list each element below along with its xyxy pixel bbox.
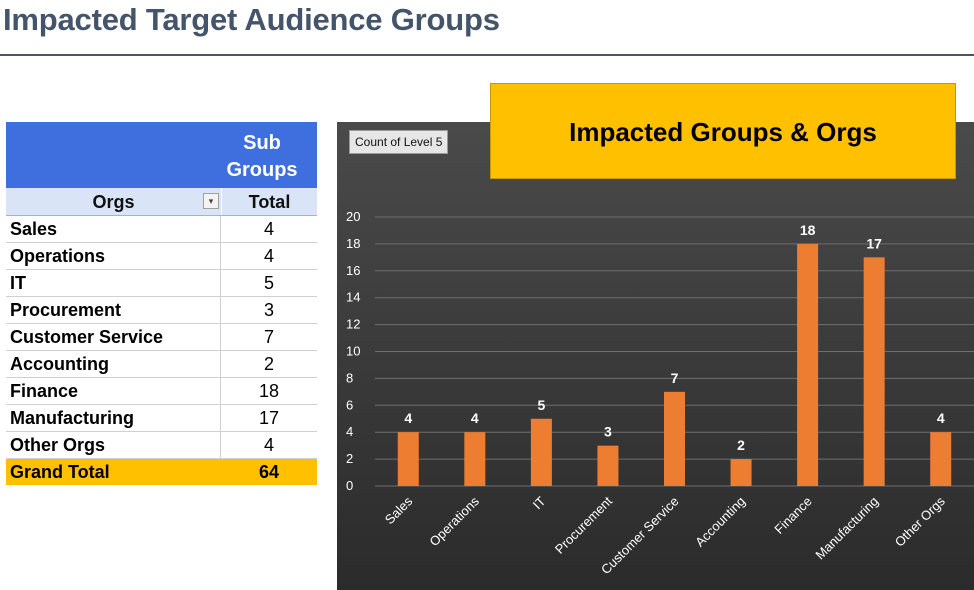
bar: [397, 432, 419, 486]
table-row[interactable]: Finance 18: [6, 378, 317, 405]
y-tick-label: 8: [346, 370, 353, 385]
table-row[interactable]: Accounting 2: [6, 351, 317, 378]
table-row[interactable]: Sales 4: [6, 216, 317, 243]
column-header-total: Total: [248, 192, 291, 212]
x-tick-label: Sales: [382, 493, 416, 527]
table-row[interactable]: Other Orgs 4: [6, 432, 317, 459]
y-tick-label: 12: [346, 317, 360, 332]
bar: [730, 459, 752, 486]
grand-total-value: 64: [258, 462, 280, 482]
table-row[interactable]: Customer Service 7: [6, 324, 317, 351]
chart-title: Impacted Groups & Orgs: [569, 117, 877, 147]
row-org-label: Sales: [6, 216, 221, 242]
x-tick-label: Manufacturing: [812, 494, 881, 563]
table-row[interactable]: Operations 4: [6, 243, 317, 270]
data-label: 4: [937, 410, 945, 426]
chart-field-button[interactable]: Count of Level 5: [349, 130, 449, 154]
row-org-label: Manufacturing: [6, 405, 221, 431]
data-label: 18: [800, 222, 816, 238]
pivot-column-headers: Orgs ▾ Total: [6, 188, 317, 216]
column-header-orgs: Orgs ▾: [6, 188, 222, 215]
data-label: 2: [737, 437, 745, 453]
bar: [530, 418, 552, 486]
y-tick-label: 16: [346, 263, 360, 278]
pivot-rows: Sales 4 Operations 4 IT 5 Procurement 3 Customer…: [6, 216, 317, 459]
data-label: 17: [866, 235, 882, 251]
bar: [597, 445, 619, 486]
y-tick-label: 20: [346, 209, 360, 224]
chart-title-box[interactable]: Impacted Groups & Orgs: [490, 83, 956, 179]
row-org-label: Customer Service: [6, 324, 221, 350]
pivot-table[interactable]: Sub Groups Orgs ▾ Total Sales 4 Operations…: [6, 122, 317, 485]
bar: [464, 432, 486, 486]
y-tick-label: 2: [346, 451, 353, 466]
row-total-value: 4: [263, 219, 274, 239]
grand-total-row[interactable]: Grand Total 64: [6, 459, 317, 485]
row-org-label: Other Orgs: [6, 432, 221, 458]
page-title: Impacted Target Audience Groups: [3, 2, 500, 37]
row-org-label: Procurement: [6, 297, 221, 323]
row-total-value: 7: [263, 327, 274, 347]
data-label: 3: [604, 424, 612, 440]
data-label: 4: [404, 410, 412, 426]
y-tick-label: 0: [346, 478, 353, 493]
row-total-value: 3: [263, 300, 274, 320]
y-tick-label: 14: [346, 290, 360, 305]
bar: [930, 432, 952, 486]
x-tick-label: Finance: [771, 494, 814, 537]
data-label: 4: [471, 410, 479, 426]
row-total-value: 18: [258, 381, 280, 401]
x-tick-label: Other Orgs: [892, 493, 948, 549]
row-total-value: 4: [263, 246, 274, 266]
row-org-label: Operations: [6, 243, 221, 269]
pivot-header-label: Sub Groups: [226, 132, 298, 181]
y-tick-label: 10: [346, 344, 360, 359]
y-tick-label: 18: [346, 236, 360, 251]
row-org-label: Finance: [6, 378, 221, 404]
data-label: 5: [537, 397, 545, 413]
title-divider: [0, 54, 974, 56]
x-tick-label: Procurement: [552, 493, 616, 557]
x-tick-label: Operations: [426, 493, 482, 549]
y-tick-label: 4: [346, 424, 353, 439]
filter-dropdown-icon[interactable]: ▾: [203, 193, 219, 209]
row-total-value: 4: [263, 435, 274, 455]
y-tick-label: 6: [346, 397, 353, 412]
row-total-value: 5: [263, 273, 274, 293]
pivot-header: Sub Groups: [6, 122, 317, 188]
row-total-value: 2: [263, 354, 274, 374]
column-header-orgs-label: Orgs: [92, 192, 135, 212]
x-tick-label: IT: [530, 493, 549, 512]
table-row[interactable]: IT 5: [6, 270, 317, 297]
bar: [863, 257, 885, 486]
bar: [664, 391, 685, 486]
bar: [797, 243, 819, 486]
x-tick-label: Accounting: [692, 494, 748, 550]
table-row[interactable]: Procurement 3: [6, 297, 317, 324]
row-org-label: Accounting: [6, 351, 221, 377]
data-label: 7: [671, 370, 679, 386]
table-row[interactable]: Manufacturing 17: [6, 405, 317, 432]
row-org-label: IT: [6, 270, 221, 296]
row-total-value: 17: [258, 408, 280, 428]
grand-total-label: Grand Total: [10, 462, 110, 482]
